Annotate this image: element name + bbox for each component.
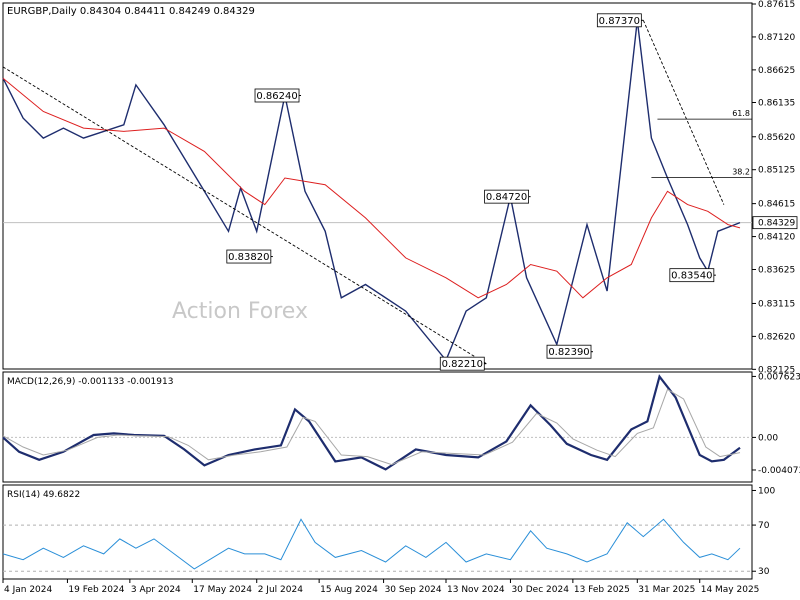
price-label: 0.82390 [548,347,589,358]
chart-title: EURGBP,Daily 0.84304 0.84411 0.84249 0.8… [7,6,255,17]
moving-average-line [2,77,741,299]
price-label-box [226,249,272,264]
date-tick-label: 4 Jan 2024 [4,585,52,595]
macd-line [2,374,741,471]
price-tick-label: 0.83115 [758,299,795,309]
price-tick-label: 0.86135 [758,98,795,108]
last-price-label: 0.84329 [758,219,795,229]
price-label-box [596,13,642,28]
date-tick-label: 3 Apr 2024 [131,585,181,595]
annotations: 61.8 38.2 0.87370 0.86240 0.84720 0.83820 0.83… [2,13,752,371]
trendline [2,66,487,365]
price-tick-label: 0.82620 [758,332,795,342]
watermark: Action Forex [172,299,308,324]
rsi-tick-label: 70 [758,521,770,531]
price-label-box [546,344,592,359]
date-tick-label: 13 Feb 2025 [574,585,630,595]
price-tick-label: 0.86625 [758,66,795,76]
price-line [2,20,741,362]
fib-level-label: 61.8 [732,109,750,118]
date-tick-label: 30 Sep 2024 [385,585,442,595]
price-tick-label: 0.87120 [758,33,795,43]
date-tick-label: 15 Aug 2024 [320,585,378,595]
price-tick-label: 0.84120 [758,233,795,243]
macd-tick-label: 0.00 [758,433,778,443]
macd-series [2,374,741,471]
rsi-label: RSI(14) 49.6822 [7,490,80,500]
macd-tick-label: 0.007623 [758,372,800,382]
trendline [642,20,725,205]
price-tick-label: 0.82125 [758,365,795,375]
rsi-axis: 100 70 30 [3,486,775,577]
price-label: 0.87370 [599,16,640,27]
price-label: 0.83820 [228,252,269,263]
macd-label: MACD(12,26,9) -0.001133 -0.001913 [7,377,173,387]
price-label: 0.83540 [671,271,712,282]
date-tick-label: 30 Dec 2024 [511,585,569,595]
rsi-tick-label: 100 [758,486,775,496]
rsi-line [2,518,741,570]
date-tick-label: 14 May 2025 [701,585,760,595]
last-price-box [752,216,798,230]
price-series [2,20,741,362]
price-label: 0.86240 [256,91,297,102]
price-label-box [669,268,715,283]
date-tick-label: 19 Feb 2024 [68,585,124,595]
macd-axis: 0.007623 0.00 -0.004073 [3,372,800,476]
price-tick-label: 0.85125 [758,166,795,176]
price-label-box [254,88,300,103]
price-label-box [439,356,485,371]
macd-signal-line [2,388,741,466]
rsi-tick-label: 30 [758,567,770,577]
price-label: 0.84720 [486,192,527,203]
date-tick-label: 13 Nov 2024 [447,585,505,595]
rsi-series [2,518,741,570]
macd-panel [2,371,753,483]
price-label: 0.82210 [442,359,483,370]
price-panel [2,2,753,370]
date-tick-label: 31 Mar 2025 [638,585,695,595]
rsi-panel [2,484,753,580]
date-tick-label: 17 May 2024 [193,585,252,595]
date-tick-label: 2 Jul 2024 [258,585,303,595]
price-tick-label: 0.85620 [758,133,795,143]
macd-tick-label: -0.004073 [758,466,800,476]
fib-level-label: 38.2 [732,167,750,176]
price-axis: 0.87615 0.87120 0.86625 0.86135 0.85620 0.851… [3,0,798,375]
date-axis: 4 Jan 2024 19 Feb 2024 3 Apr 2024 17 May 20… [2,579,760,595]
price-tick-label: 0.83625 [758,266,795,276]
price-tick-label: 0.84615 [758,200,795,210]
price-label-box [484,189,529,204]
price-tick-label: 0.87615 [758,0,795,10]
